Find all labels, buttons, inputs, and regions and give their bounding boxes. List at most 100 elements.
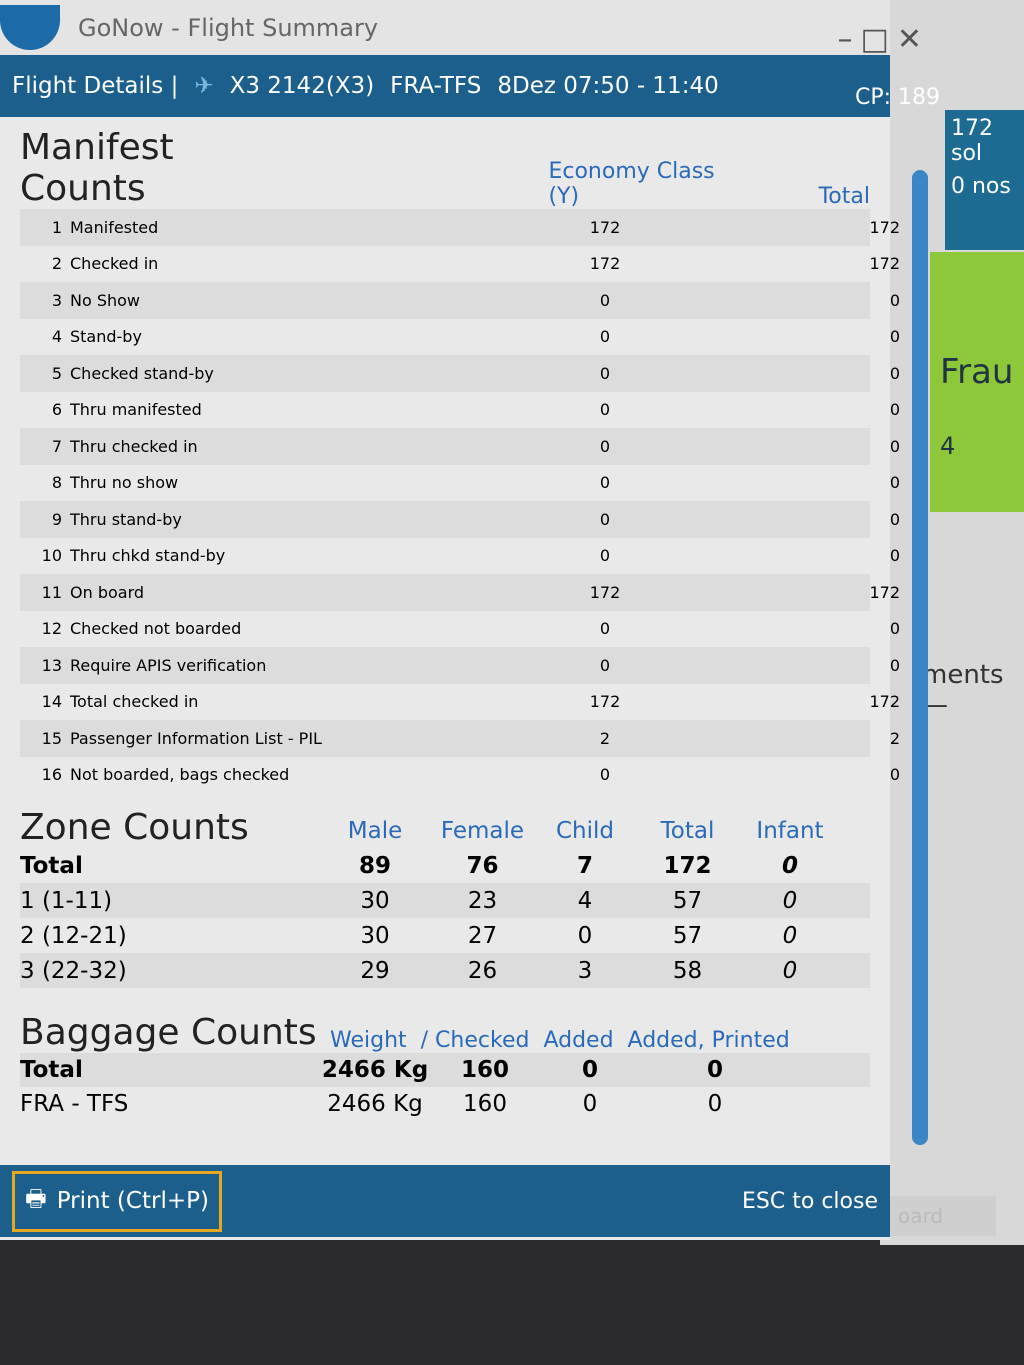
row-number: 3	[51, 290, 62, 310]
baggage-column-header: Weight	[330, 1028, 407, 1053]
economy-value: 0	[599, 546, 611, 566]
zone-value: 172	[663, 852, 712, 879]
background-green-tile: Frau 4	[930, 252, 1024, 512]
row-label: Checked in	[70, 254, 159, 274]
economy-value: 0	[599, 765, 611, 785]
row-number: 1	[51, 217, 62, 237]
row-label: Total checked in	[70, 692, 199, 712]
title-bar: GoNow - Flight Summary –□✕	[0, 0, 922, 57]
manifest-row: 4 Stand-by 0 0	[20, 319, 900, 356]
baggage-value: 0	[707, 1091, 723, 1117]
route: FRA-TFS	[390, 73, 482, 99]
zone-value: 0	[577, 922, 593, 949]
zone-value: 29	[360, 957, 390, 984]
baggage-label: FRA - TFS	[20, 1091, 129, 1117]
total-value: 0	[889, 765, 900, 785]
row-label: Passenger Information List - PIL	[70, 728, 322, 748]
manifest-row: 12 Checked not boarded 0 0	[20, 611, 900, 648]
print-label: Print (Ctrl+P)	[56, 1188, 209, 1214]
row-label: Stand-by	[70, 327, 142, 347]
total-header: Total	[818, 184, 870, 209]
economy-value: 0	[599, 619, 611, 639]
row-number: 7	[51, 436, 62, 456]
zone-row: Total 89 76 7 172 0	[20, 848, 870, 883]
row-number: 4	[51, 327, 62, 347]
close-icon[interactable]: ✕	[896, 22, 930, 57]
flight-header: Flight Details | ✈ X3 2142(X3) FRA-TFS 8…	[0, 55, 940, 117]
baggage-column-header: Added, Printed	[627, 1028, 790, 1053]
zone-row: 2 (12-21) 30 27 0 57 0	[20, 918, 870, 953]
zone-column-header: Female	[440, 817, 525, 844]
economy-value: 0	[599, 327, 611, 347]
manifest-row: 7 Thru checked in 0 0	[20, 428, 900, 465]
row-number: 16	[41, 765, 62, 785]
row-label: Thru chkd stand-by	[70, 546, 226, 566]
board-button[interactable]: oard	[890, 1196, 996, 1236]
manifest-row: 13 Require APIS verification 0 0	[20, 647, 900, 684]
zone-value: 76	[466, 852, 499, 879]
economy-value: 0	[599, 655, 611, 675]
row-label: Manifested	[70, 217, 159, 237]
frau-label: Frau	[940, 352, 1014, 392]
zone-value: 0	[782, 887, 798, 914]
baggage-value: 0	[581, 1057, 598, 1083]
manifest-row: 11 On board 172 172	[20, 574, 900, 611]
zone-value: 30	[360, 922, 390, 949]
economy-value: 2	[599, 728, 611, 748]
total-value: 0	[889, 290, 900, 310]
footer-bar: 🖶 Print (Ctrl+P) ESC to close	[0, 1165, 890, 1237]
zone-header: Male Female Child Total Infant	[320, 813, 840, 848]
total-value: 172	[869, 582, 900, 602]
manifest-row: 16 Not boarded, bags checked 0 0	[20, 757, 900, 794]
zone-value: 3	[577, 957, 593, 984]
baggage-row: Total 2466 Kg 160 0 0	[20, 1053, 870, 1087]
manifest-row: 8 Thru no show 0 0	[20, 465, 900, 502]
manifest-table: 1 Manifested 172 172 2 Checked in 172 172 3 No Sh…	[20, 209, 900, 794]
section-label: Flight Details |	[12, 73, 179, 99]
economy-value: 0	[599, 290, 611, 310]
minimize-icon[interactable]: –	[837, 22, 861, 57]
zone-value: 0	[782, 922, 798, 949]
maximize-icon[interactable]: □	[860, 22, 897, 57]
zone-label: 3 (22-32)	[20, 957, 127, 984]
total-value: 0	[889, 655, 900, 675]
total-value: 0	[889, 363, 900, 383]
flight-number: X3 2142(X3)	[229, 73, 375, 99]
row-label: No Show	[70, 290, 141, 310]
row-label: Thru stand-by	[70, 509, 182, 529]
sold-count: 172 sol	[951, 116, 993, 166]
total-value: 0	[889, 546, 900, 566]
row-number: 5	[51, 363, 62, 383]
zone-value: 57	[672, 922, 703, 949]
economy-value: 0	[599, 363, 611, 383]
economy-value: 172	[589, 692, 621, 712]
row-number: 15	[41, 728, 62, 748]
baggage-column-header: / Checked	[420, 1028, 530, 1053]
manifest-row: 5 Checked stand-by 0 0	[20, 355, 900, 392]
total-value: 172	[869, 692, 900, 712]
total-value: 172	[869, 217, 900, 237]
background-summary-panel: 172 sol 0 nos	[945, 110, 1024, 250]
baggage-title: Baggage Counts	[20, 1012, 317, 1053]
economy-value: 0	[599, 436, 611, 456]
zone-label: Total	[20, 852, 83, 879]
baggage-value: 160	[460, 1057, 509, 1083]
zone-value: 26	[467, 957, 498, 984]
zone-table: Total 89 76 7 172 0 1 (1-11) 30 23 4 57 0 2 (12-21) 3…	[20, 848, 870, 988]
manifest-row: 9 Thru stand-by 0 0	[20, 501, 900, 538]
total-value: 172	[869, 254, 900, 274]
flight-time: 8Dez 07:50 - 11:40	[497, 73, 719, 99]
total-value: 0	[889, 473, 900, 493]
baggage-value: 0	[706, 1057, 723, 1083]
printer-icon: 🖶	[25, 1185, 47, 1212]
manifest-row: 1 Manifested 172 172	[20, 209, 900, 246]
frau-count: 4	[940, 432, 956, 460]
baggage-header: Weight / Checked Added Added, Printed	[330, 1028, 790, 1053]
airplane-icon: ✈	[194, 73, 214, 99]
scrollbar[interactable]	[912, 170, 928, 1145]
total-value: 0	[889, 436, 900, 456]
print-button[interactable]: 🖶 Print (Ctrl+P)	[12, 1170, 222, 1232]
row-number: 8	[51, 473, 62, 493]
zone-label: 1 (1-11)	[20, 887, 113, 914]
zone-title: Zone Counts	[20, 807, 249, 848]
